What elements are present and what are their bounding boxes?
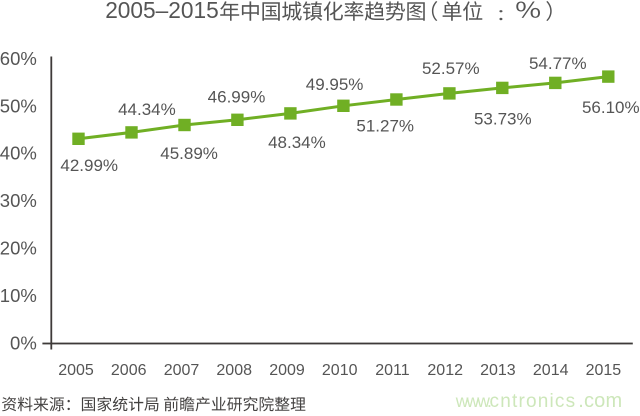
svg-text:45.89%: 45.89%	[160, 144, 218, 163]
svg-text:42.99%: 42.99%	[60, 156, 118, 175]
svg-text:10%: 10%	[0, 285, 37, 306]
svg-text:2008: 2008	[216, 362, 252, 379]
svg-text:44.34%: 44.34%	[118, 100, 176, 119]
svg-text:2005: 2005	[58, 362, 94, 379]
svg-text:52.57%: 52.57%	[422, 59, 480, 78]
svg-text:www.cntronics.com: www.cntronics.com	[455, 390, 623, 412]
svg-text:60%: 60%	[0, 48, 37, 69]
svg-text:2014: 2014	[533, 362, 569, 379]
svg-text:50%: 50%	[0, 95, 37, 116]
svg-text:2010: 2010	[322, 362, 358, 379]
svg-text:49.95%: 49.95%	[306, 75, 364, 94]
svg-text:46.99%: 46.99%	[208, 88, 266, 107]
svg-text:2012: 2012	[427, 362, 463, 379]
svg-text:51.27%: 51.27%	[356, 117, 414, 136]
svg-text:56.10%: 56.10%	[582, 98, 640, 117]
svg-text:30%: 30%	[0, 190, 37, 211]
svg-text:0%: 0%	[10, 333, 37, 354]
svg-text:40%: 40%	[0, 143, 37, 164]
svg-text:2005–2015: 2005–2015	[105, 0, 219, 23]
svg-text:2011: 2011	[375, 362, 410, 379]
svg-text:20%: 20%	[0, 238, 37, 259]
svg-text:2007: 2007	[164, 362, 200, 379]
svg-text:2006: 2006	[111, 362, 147, 379]
svg-text:2013: 2013	[480, 362, 516, 379]
svg-text:2015: 2015	[586, 362, 622, 379]
svg-text:48.34%: 48.34%	[268, 133, 326, 152]
svg-text:2009: 2009	[269, 362, 305, 379]
svg-text:53.73%: 53.73%	[474, 110, 532, 129]
svg-text:54.77%: 54.77%	[529, 54, 587, 73]
